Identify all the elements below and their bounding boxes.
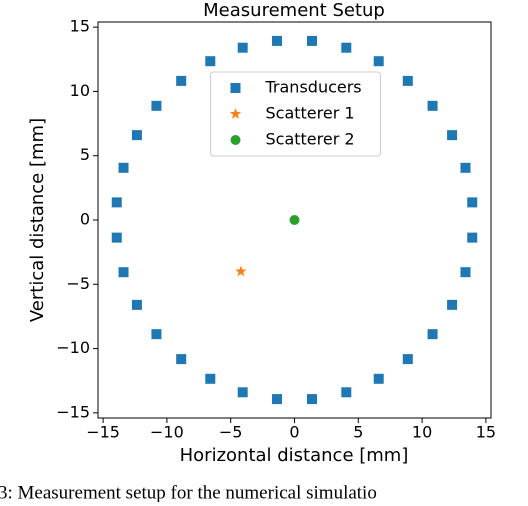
y-tick-label: 15 (70, 17, 90, 36)
y-tick-label: −5 (66, 274, 90, 293)
x-tick-label: 10 (412, 423, 432, 442)
legend-box (210, 71, 381, 157)
marker-star (235, 265, 247, 277)
marker-circle (289, 215, 300, 225)
x-tick-label: 5 (353, 423, 363, 442)
legend-marker (229, 108, 242, 119)
x-tick-label: 0 (289, 423, 299, 442)
marker-square (111, 197, 122, 208)
marker-square (118, 267, 129, 278)
x-axis-label: Horizontal distance [mm] (180, 445, 409, 466)
legend-marker (230, 83, 241, 93)
marker-square (151, 329, 162, 340)
y-tick-label: −15 (56, 402, 90, 421)
marker-square (447, 299, 458, 310)
y-tick-label: 5 (80, 145, 90, 164)
marker-square (131, 130, 142, 141)
y-tick-label: 10 (70, 81, 90, 100)
x-tick-label: −10 (150, 423, 184, 442)
marker-square (460, 267, 471, 278)
marker-square (402, 354, 413, 365)
marker-square (237, 42, 248, 53)
marker-square (341, 387, 352, 398)
caption: 3: Measurement setup for the numerical s… (0, 482, 377, 502)
marker-square (237, 387, 248, 398)
marker-square (131, 299, 142, 310)
chart-title: Measurement Setup (203, 0, 385, 21)
marker-square (176, 75, 187, 86)
x-tick-label: −15 (86, 423, 120, 442)
marker-square (402, 75, 413, 86)
marker-square (176, 354, 187, 365)
marker-square (467, 197, 478, 208)
marker-square (151, 100, 162, 111)
x-tick-label: −5 (219, 423, 243, 442)
marker-square (373, 56, 384, 67)
marker-square (205, 373, 216, 384)
marker-square (111, 232, 122, 243)
marker-square (460, 162, 471, 173)
legend-label: Transducers (265, 78, 362, 97)
y-tick-label: −10 (56, 338, 90, 357)
y-tick-label: 0 (80, 210, 90, 229)
marker-square (373, 373, 384, 384)
legend-label: Scatterer 1 (266, 104, 355, 123)
marker-square (272, 35, 283, 46)
marker-square (427, 329, 438, 340)
marker-square (447, 130, 458, 141)
marker-square (205, 56, 216, 67)
legend-marker (230, 135, 241, 145)
marker-square (118, 162, 129, 173)
marker-square (467, 232, 478, 243)
marker-square (427, 100, 438, 111)
y-axis-label: Vertical distance [mm] (27, 118, 48, 322)
marker-square (341, 42, 352, 53)
marker-square (272, 394, 283, 405)
marker-square (306, 35, 317, 46)
x-tick-label: 15 (476, 423, 496, 442)
legend-label: Scatterer 2 (266, 130, 355, 149)
marker-square (306, 394, 317, 405)
